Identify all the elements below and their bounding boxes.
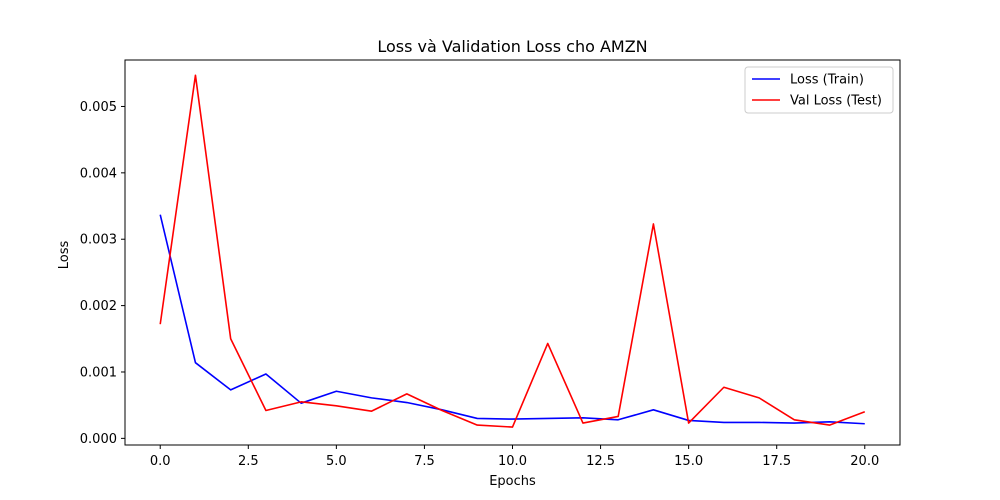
y-tick-label: 0.005	[80, 100, 117, 115]
x-tick-label: 7.5	[414, 454, 435, 469]
y-tick-label: 0.002	[80, 299, 117, 314]
legend-label: Val Loss (Test)	[790, 94, 882, 109]
series-line-loss-train	[159, 214, 865, 425]
legend-label: Loss (Train)	[790, 73, 864, 88]
chart-title: Loss và Validation Loss cho AMZN	[377, 37, 647, 56]
legend: Loss (Train) Val Loss (Test)	[744, 66, 894, 114]
legend-box	[744, 66, 894, 114]
series-line-val-loss-test	[159, 74, 866, 428]
x-tick-label: 5.0	[326, 454, 347, 469]
x-tick-label: 0.0	[150, 454, 171, 469]
series-layer	[159, 74, 866, 428]
x-tick-label: 17.5	[762, 454, 791, 469]
plot-frame	[124, 59, 901, 446]
x-tick-label: 20.0	[850, 454, 879, 469]
x-axis-label: Epochs	[489, 474, 536, 489]
y-axis-label: Loss	[57, 241, 72, 270]
y-tick-label: 0.000	[80, 432, 117, 447]
x-tick-label: 10.0	[498, 454, 527, 469]
axes: 0.0 2.5 5.0 7.5 10.0 12.5 15.0 17.5 20.0 0.000 0.0…	[80, 59, 901, 469]
x-tick-label: 2.5	[238, 454, 259, 469]
x-tick-label: 15.0	[674, 454, 703, 469]
y-tick-label: 0.004	[80, 166, 117, 181]
x-tick-label: 12.5	[586, 454, 615, 469]
y-tick-label: 0.001	[80, 365, 117, 380]
y-tick-label: 0.003	[80, 233, 117, 248]
